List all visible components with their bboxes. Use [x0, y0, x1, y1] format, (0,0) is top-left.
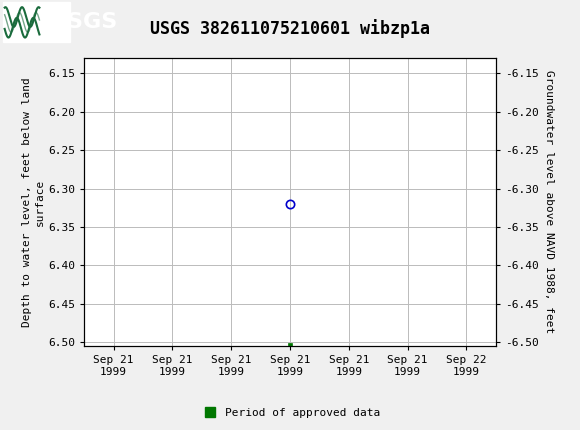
Y-axis label: Groundwater level above NAVD 1988, feet: Groundwater level above NAVD 1988, feet — [544, 71, 554, 334]
Text: USGS 382611075210601 wibzp1a: USGS 382611075210601 wibzp1a — [150, 19, 430, 38]
Y-axis label: Depth to water level, feet below land
surface: Depth to water level, feet below land su… — [22, 77, 45, 327]
Legend: Period of approved data: Period of approved data — [195, 403, 385, 422]
Text: USGS: USGS — [49, 12, 118, 32]
FancyBboxPatch shape — [3, 2, 70, 43]
